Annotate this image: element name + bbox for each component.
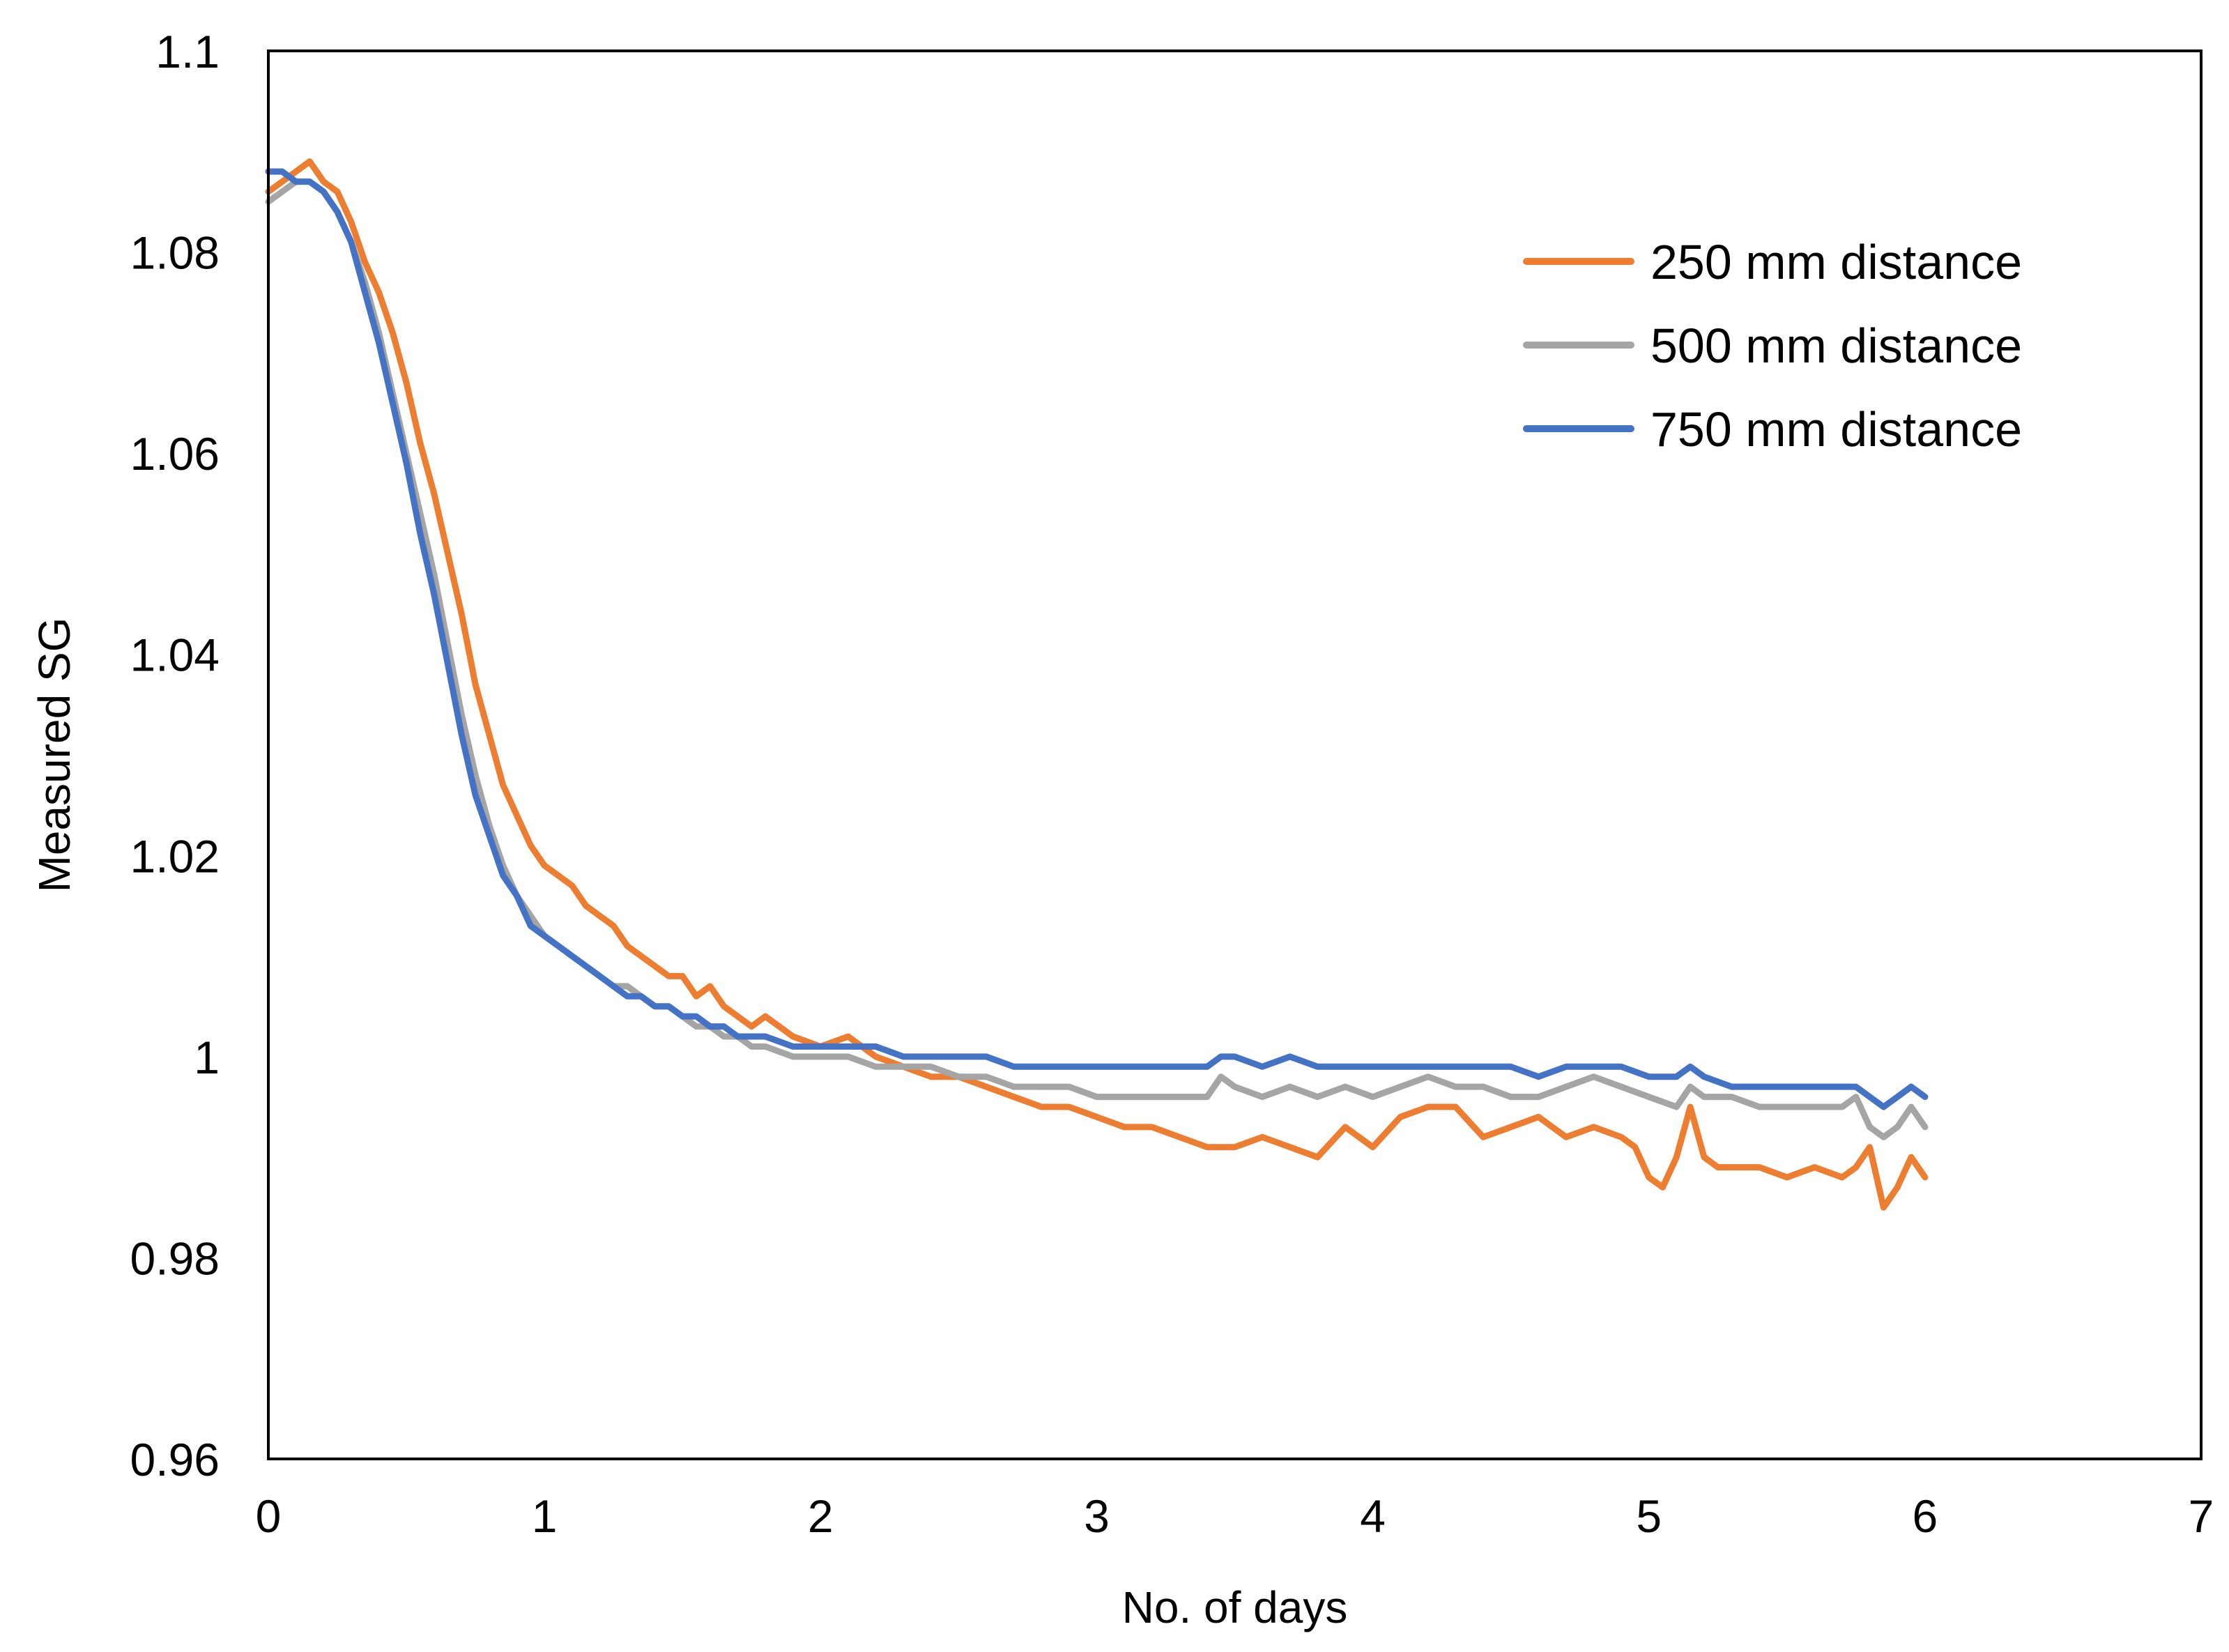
y-tick-label: 0.96 xyxy=(130,1434,220,1485)
y-tick-label: 1.08 xyxy=(130,227,220,279)
x-tick-label: 2 xyxy=(808,1490,834,1542)
x-tick-label: 7 xyxy=(2189,1490,2214,1542)
x-axis-title: No. of days xyxy=(1122,1582,1348,1632)
x-tick-label: 3 xyxy=(1084,1490,1110,1542)
legend-label-3: 750 mm distance xyxy=(1650,402,2022,457)
series-line-1 xyxy=(265,158,1929,1211)
y-tick-label: 1.02 xyxy=(130,830,220,882)
series-line-3 xyxy=(265,168,1929,1110)
x-tick-label: 6 xyxy=(1912,1490,1938,1542)
x-tick-label: 1 xyxy=(532,1490,558,1542)
y-tick-label: 1.06 xyxy=(130,428,220,480)
x-tick-label: 5 xyxy=(1636,1490,1662,1542)
legend: 250 mm distance 500 mm distance 750 mm dis… xyxy=(1523,235,2022,457)
y-tick-label: 1.04 xyxy=(130,629,220,681)
y-tick-label: 0.98 xyxy=(130,1232,220,1284)
legend-label-2: 500 mm distance xyxy=(1650,319,2022,373)
y-tick-label: 1 xyxy=(194,1032,220,1083)
series-layer xyxy=(265,158,1929,1211)
legend-label-1: 250 mm distance xyxy=(1650,235,2022,289)
series-line-2 xyxy=(265,178,1929,1140)
y-tick-label: 1.1 xyxy=(155,26,220,77)
x-tick-label: 0 xyxy=(256,1490,282,1542)
plot-area-frame xyxy=(267,49,2203,1460)
x-tick-label: 4 xyxy=(1360,1490,1386,1542)
x-axis-tick-labels: 0 1 2 3 4 5 6 7 xyxy=(256,1490,2214,1542)
y-axis-title: Measured SG xyxy=(29,618,79,893)
y-axis-tick-labels: 0.96 0.98 1 1.02 1.04 1.06 1.08 1.1 xyxy=(130,26,220,1485)
